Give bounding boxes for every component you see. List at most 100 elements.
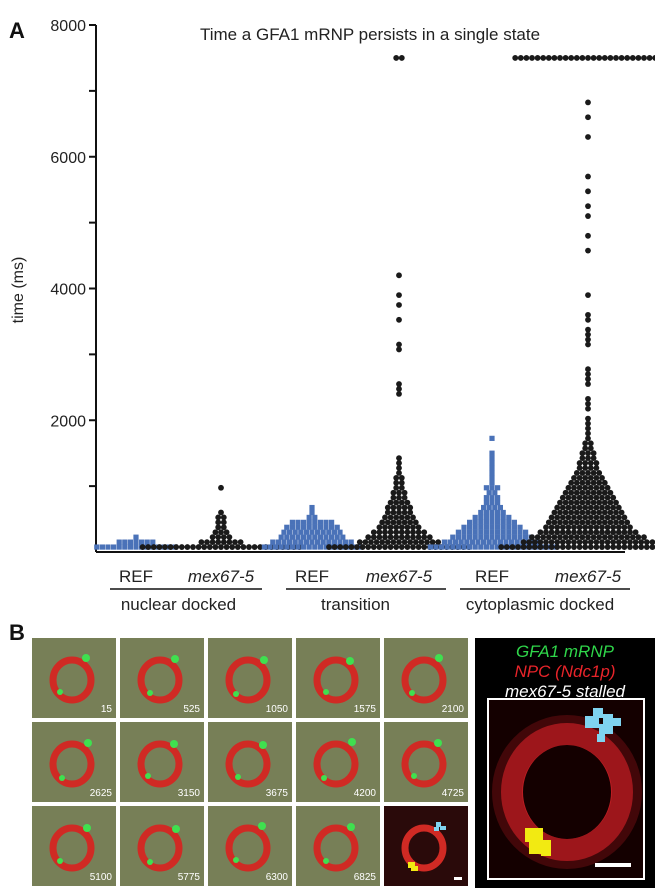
data-point	[413, 519, 419, 525]
data-point	[185, 544, 191, 550]
data-point	[162, 544, 168, 550]
data-point	[557, 55, 563, 61]
data-point	[238, 539, 244, 545]
data-point	[599, 544, 605, 550]
data-point	[399, 515, 405, 521]
data-point	[377, 524, 383, 530]
data-point	[396, 317, 402, 323]
data-point	[582, 515, 588, 521]
data-point	[616, 539, 622, 545]
data-point	[585, 292, 591, 298]
data-point	[557, 534, 563, 540]
data-point	[461, 525, 466, 530]
data-point	[585, 213, 591, 219]
data-point	[568, 534, 574, 540]
data-point	[644, 539, 650, 545]
data-point	[304, 540, 309, 545]
data-point	[281, 540, 286, 545]
data-point	[218, 529, 224, 535]
data-point	[405, 529, 411, 535]
data-point	[227, 534, 233, 540]
data-point	[622, 529, 628, 535]
data-point	[568, 490, 574, 496]
data-point	[594, 539, 600, 545]
data-point	[484, 530, 489, 535]
data-point	[627, 544, 633, 550]
time-lapse-grid: 15 525 1050 1575 2100 2625 3150 3675 4200 4725 510…	[32, 638, 470, 888]
data-point	[557, 500, 563, 506]
data-point	[582, 475, 588, 481]
data-point	[599, 539, 605, 545]
data-point	[354, 544, 360, 550]
data-point	[464, 540, 469, 545]
data-point	[405, 524, 411, 530]
data-point	[602, 480, 608, 486]
data-point	[580, 450, 586, 456]
data-point	[478, 515, 483, 520]
data-point	[582, 465, 588, 471]
data-point	[117, 544, 122, 549]
data-point	[517, 535, 522, 540]
data-point	[168, 544, 174, 550]
data-point	[284, 525, 289, 530]
data-point	[622, 524, 628, 530]
data-point	[563, 55, 569, 61]
y-axis-label: time (ms)	[10, 257, 27, 324]
data-point	[605, 524, 611, 530]
data-point	[566, 485, 572, 491]
data-point	[424, 539, 430, 545]
scale-bar	[595, 863, 631, 867]
data-point	[456, 544, 461, 549]
data-point	[585, 174, 591, 180]
data-point	[503, 540, 508, 545]
data-point	[301, 535, 306, 540]
data-point	[284, 535, 289, 540]
data-point	[512, 520, 517, 525]
data-point	[391, 510, 397, 516]
data-point	[594, 524, 600, 530]
data-point	[638, 544, 644, 550]
data-point	[445, 544, 450, 549]
data-point	[318, 520, 323, 525]
data-point	[585, 366, 591, 372]
data-point	[524, 55, 530, 61]
y-tick-label: 4000	[50, 282, 86, 299]
x-group-label: transition	[321, 595, 390, 614]
data-point	[421, 544, 427, 550]
data-point	[473, 515, 478, 520]
data-point	[610, 495, 616, 501]
data-point	[252, 544, 258, 550]
data-point	[453, 540, 458, 545]
data-point	[610, 515, 616, 521]
data-point	[419, 539, 425, 545]
data-point	[515, 540, 520, 545]
data-point	[588, 524, 594, 530]
x-category-label: mex67-5	[188, 567, 255, 586]
data-point	[405, 515, 411, 521]
data-point	[613, 534, 619, 540]
data-point	[337, 540, 342, 545]
data-point	[321, 530, 326, 535]
data-point	[478, 535, 483, 540]
data-point	[315, 530, 320, 535]
data-point	[489, 460, 494, 465]
data-point	[393, 475, 399, 481]
series-6	[498, 55, 655, 550]
data-point	[588, 465, 594, 471]
data-point	[489, 525, 494, 530]
data-point	[473, 520, 478, 525]
data-point	[371, 534, 377, 540]
data-point	[290, 535, 295, 540]
data-point	[461, 544, 466, 549]
data-point	[337, 544, 343, 550]
data-point	[602, 500, 608, 506]
data-point	[591, 450, 597, 456]
data-point	[396, 495, 402, 501]
data-point	[591, 455, 597, 461]
data-point	[396, 386, 402, 392]
data-point	[591, 510, 597, 516]
data-point	[585, 534, 591, 540]
data-point	[622, 515, 628, 521]
data-point	[489, 451, 494, 456]
data-point	[487, 505, 492, 510]
